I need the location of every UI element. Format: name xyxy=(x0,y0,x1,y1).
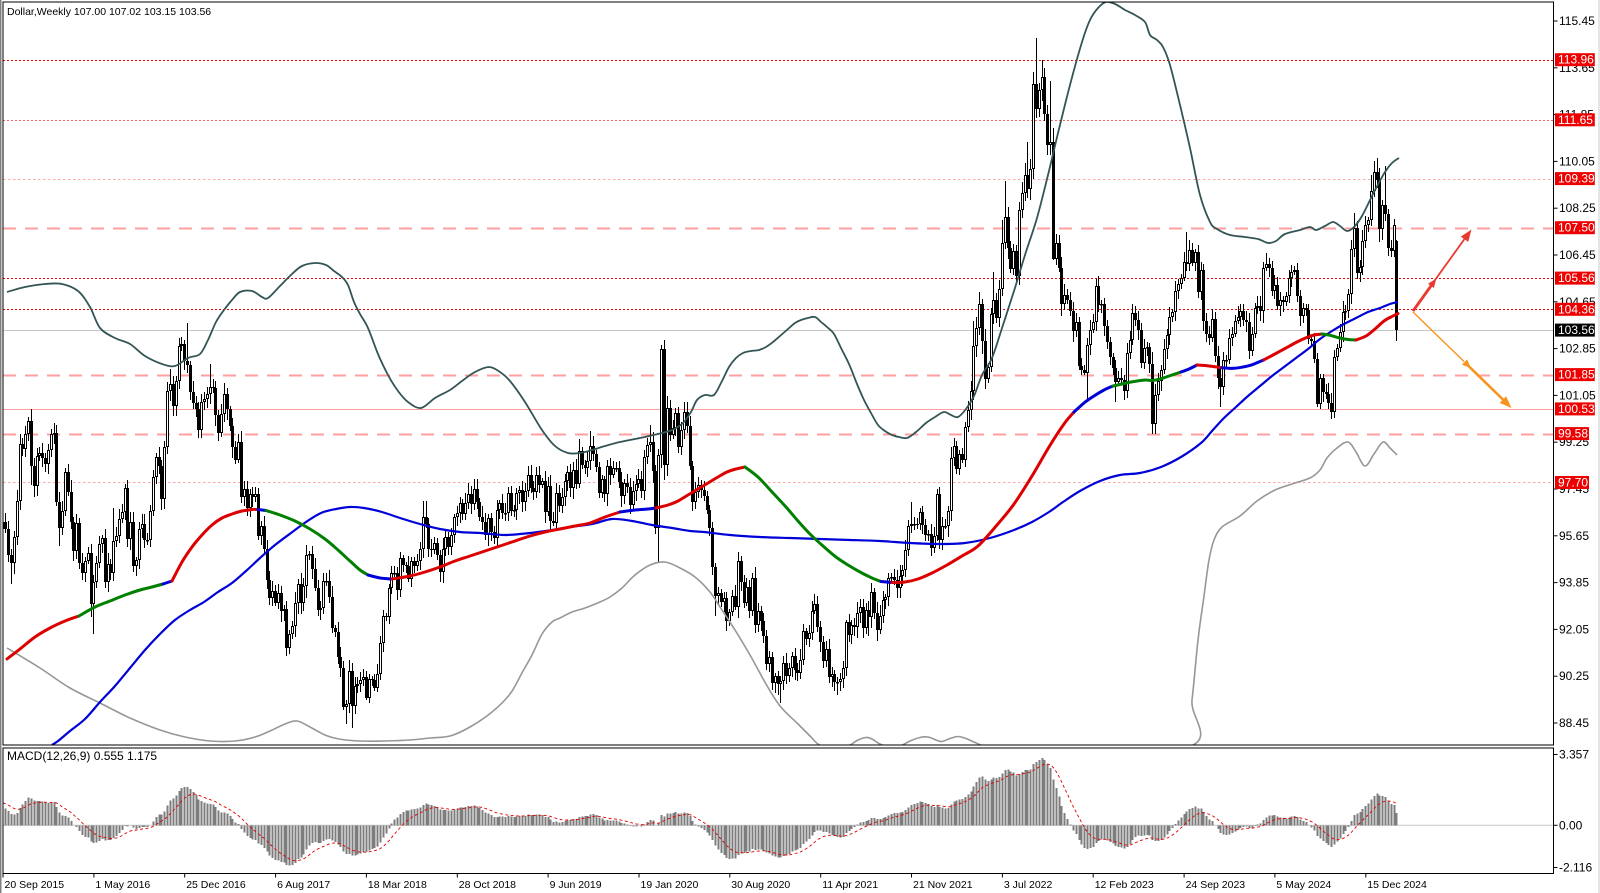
svg-text:93.85: 93.85 xyxy=(1559,576,1589,590)
svg-text:109.39: 109.39 xyxy=(1558,172,1595,186)
svg-text:88.45: 88.45 xyxy=(1559,716,1589,730)
svg-text:12 Feb 2023: 12 Feb 2023 xyxy=(1095,879,1154,891)
svg-text:111.65: 111.65 xyxy=(1558,113,1593,127)
svg-text:101.85: 101.85 xyxy=(1558,368,1595,382)
svg-text:107.50: 107.50 xyxy=(1558,221,1595,235)
svg-text:104.36: 104.36 xyxy=(1558,302,1595,316)
svg-text:11 Apr 2021: 11 Apr 2021 xyxy=(822,879,878,891)
svg-text:20 Sep 2015: 20 Sep 2015 xyxy=(5,879,65,891)
svg-text:5 May 2024: 5 May 2024 xyxy=(1276,879,1331,891)
svg-text:6 Aug 2017: 6 Aug 2017 xyxy=(277,879,330,891)
svg-text:106.45: 106.45 xyxy=(1559,248,1596,262)
svg-text:1 May 2016: 1 May 2016 xyxy=(95,879,150,891)
svg-text:105.56: 105.56 xyxy=(1558,271,1595,285)
svg-text:19 Jan 2020: 19 Jan 2020 xyxy=(641,879,699,891)
svg-text:25 Dec 2016: 25 Dec 2016 xyxy=(186,879,246,891)
svg-text:18 Mar 2018: 18 Mar 2018 xyxy=(368,879,427,891)
svg-text:90.25: 90.25 xyxy=(1559,669,1589,683)
svg-text:113.96: 113.96 xyxy=(1558,53,1594,67)
svg-text:95.65: 95.65 xyxy=(1559,529,1589,543)
svg-text:3 Jul 2022: 3 Jul 2022 xyxy=(1004,879,1053,891)
svg-text:100.53: 100.53 xyxy=(1558,402,1595,416)
svg-text:3.357: 3.357 xyxy=(1559,748,1589,762)
svg-text:110.05: 110.05 xyxy=(1559,154,1595,168)
svg-text:30 Aug 2020: 30 Aug 2020 xyxy=(731,879,790,891)
svg-text:102.85: 102.85 xyxy=(1559,342,1596,356)
svg-text:99.58: 99.58 xyxy=(1558,427,1588,441)
svg-text:28 Oct 2018: 28 Oct 2018 xyxy=(459,879,516,891)
svg-text:24 Sep 2023: 24 Sep 2023 xyxy=(1186,879,1246,891)
svg-text:Dollar,Weekly 107.00 107.02 1: Dollar,Weekly 107.00 107.02 103.15 103.5… xyxy=(7,6,211,18)
svg-text:21 Nov 2021: 21 Nov 2021 xyxy=(913,879,973,891)
svg-text:0.00: 0.00 xyxy=(1559,818,1583,832)
svg-text:115.45: 115.45 xyxy=(1559,14,1595,28)
svg-text:103.56: 103.56 xyxy=(1558,323,1595,337)
svg-text:101.05: 101.05 xyxy=(1559,388,1596,402)
svg-text:9 Jun 2019: 9 Jun 2019 xyxy=(550,879,602,891)
svg-text:92.05: 92.05 xyxy=(1559,622,1589,636)
svg-text:MACD(12,26,9) 0.555 1.175: MACD(12,26,9) 0.555 1.175 xyxy=(7,749,157,763)
svg-text:97.70: 97.70 xyxy=(1558,476,1588,490)
svg-text:15 Dec 2024: 15 Dec 2024 xyxy=(1367,879,1427,891)
svg-text:108.25: 108.25 xyxy=(1559,201,1596,215)
svg-text:-2.116: -2.116 xyxy=(1559,861,1592,875)
